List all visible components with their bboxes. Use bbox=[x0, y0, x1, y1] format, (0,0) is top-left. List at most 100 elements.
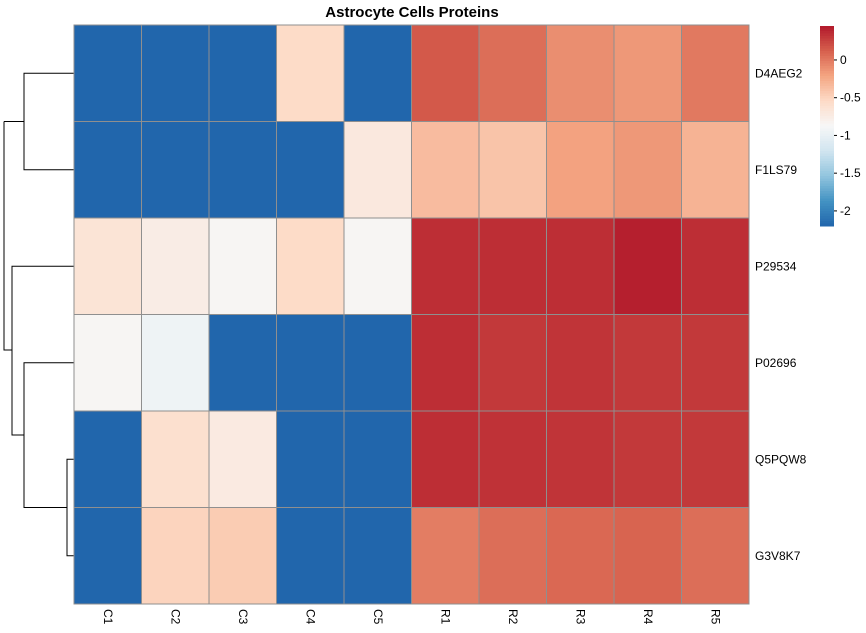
legend-swatch bbox=[820, 93, 834, 97]
legend-swatch bbox=[820, 81, 834, 84]
column-labels: C1 C2 C3 C4 C5 R1 R2 R3 R4 R5 bbox=[101, 609, 723, 625]
legend-tick-label: -1.5 bbox=[840, 166, 861, 180]
legend-swatch bbox=[820, 176, 834, 179]
heatmap-cell bbox=[141, 507, 210, 605]
heatmap-cell bbox=[276, 121, 345, 219]
heatmap-cell bbox=[478, 121, 547, 219]
heatmap-cell bbox=[343, 121, 412, 219]
heatmap-cell bbox=[276, 314, 345, 412]
heatmap-cell bbox=[411, 507, 480, 605]
legend-swatch bbox=[820, 183, 834, 187]
legend-swatch bbox=[820, 126, 834, 129]
heatmap-cell bbox=[276, 507, 345, 605]
column-label: C2 bbox=[168, 609, 182, 625]
heatmap-cell bbox=[208, 410, 277, 508]
legend-swatch bbox=[820, 213, 834, 217]
legend-swatch bbox=[820, 148, 834, 152]
legend-swatch bbox=[820, 203, 834, 207]
legend-swatch bbox=[820, 201, 834, 204]
legend-swatch bbox=[820, 66, 834, 69]
legend-swatch bbox=[820, 91, 834, 94]
heatmap-cell bbox=[681, 217, 750, 315]
heatmap-cell bbox=[478, 314, 547, 412]
legend-swatch bbox=[820, 111, 834, 114]
heatmap-cell bbox=[411, 314, 480, 412]
legend-swatch bbox=[820, 138, 834, 142]
heatmap-cell bbox=[613, 217, 682, 315]
heatmap-cell bbox=[681, 507, 750, 605]
heatmap-cell bbox=[208, 314, 277, 412]
heatmap-cell bbox=[411, 121, 480, 219]
legend-swatch bbox=[820, 218, 834, 222]
legend-swatch bbox=[820, 53, 834, 57]
heatmap-cell bbox=[276, 24, 345, 122]
legend-swatch bbox=[820, 161, 834, 164]
legend-swatch bbox=[820, 223, 834, 227]
heatmap-cell bbox=[141, 217, 210, 315]
legend-tick-label: -1 bbox=[840, 128, 851, 142]
legend-swatch bbox=[820, 26, 834, 29]
legend-swatch bbox=[820, 73, 834, 77]
heatmap-cell bbox=[208, 507, 277, 605]
column-label: C5 bbox=[371, 609, 385, 625]
legend-swatch bbox=[820, 118, 834, 122]
heatmap-cell bbox=[613, 410, 682, 508]
heatmap-cell bbox=[681, 121, 750, 219]
legend-swatch bbox=[820, 108, 834, 112]
heatmap-cell bbox=[546, 217, 615, 315]
legend-swatch bbox=[820, 136, 834, 139]
legend-swatch bbox=[820, 151, 834, 154]
legend-swatch bbox=[820, 196, 834, 199]
legend-swatch bbox=[820, 211, 834, 214]
heatmap-cell bbox=[343, 507, 412, 605]
column-label: C1 bbox=[101, 609, 115, 625]
row-dendrogram bbox=[3, 72, 74, 557]
column-label: C4 bbox=[303, 609, 317, 625]
legend-swatch bbox=[820, 98, 834, 102]
dendrogram-branch bbox=[11, 265, 74, 436]
legend-swatch bbox=[820, 206, 834, 209]
legend-swatch bbox=[820, 143, 834, 147]
heatmap-cell bbox=[546, 507, 615, 605]
legend-swatch bbox=[820, 63, 834, 67]
heatmap-cell bbox=[208, 24, 277, 122]
heatmap-cell bbox=[411, 410, 480, 508]
heatmap-cell bbox=[411, 217, 480, 315]
dendrogram-branch bbox=[3, 121, 12, 351]
legend-tick-label: -0.5 bbox=[840, 91, 861, 105]
dendrogram-branch bbox=[23, 72, 74, 171]
legend-swatch bbox=[820, 156, 834, 159]
heatmap-cell bbox=[208, 121, 277, 219]
heatmap-cell bbox=[73, 410, 142, 508]
legend-swatch bbox=[820, 178, 834, 182]
legend-swatch bbox=[820, 78, 834, 82]
legend-swatch bbox=[820, 141, 834, 144]
heatmap-cell bbox=[276, 217, 345, 315]
legend-swatch bbox=[820, 43, 834, 47]
heatmap-cell bbox=[141, 410, 210, 508]
heatmap-cell bbox=[613, 121, 682, 219]
legend-tick-label: -2 bbox=[840, 204, 851, 218]
legend-swatch bbox=[820, 128, 834, 132]
legend-swatch bbox=[820, 168, 834, 172]
legend-swatch bbox=[820, 121, 834, 124]
legend-swatch bbox=[820, 58, 834, 62]
legend-swatch bbox=[820, 51, 834, 54]
legend-swatch bbox=[820, 86, 834, 89]
heatmap-cell bbox=[546, 410, 615, 508]
heatmap-cell bbox=[546, 314, 615, 412]
color-legend: 0 -0.5 -1 -1.5 -2 bbox=[820, 26, 861, 227]
legend-swatch bbox=[820, 181, 834, 184]
legend-swatch bbox=[820, 41, 834, 44]
chart-title: Astrocyte Cells Proteins bbox=[325, 4, 498, 21]
heatmap-cell bbox=[343, 24, 412, 122]
legend-swatch bbox=[820, 113, 834, 117]
heatmap-cell bbox=[73, 507, 142, 605]
heatmap-cell bbox=[73, 24, 142, 122]
heatmap-cell bbox=[343, 314, 412, 412]
legend-swatch bbox=[820, 116, 834, 119]
column-label: R3 bbox=[573, 609, 587, 625]
row-label: Q5PQW8 bbox=[755, 452, 807, 466]
legend-swatch bbox=[820, 38, 834, 42]
heatmap-cell bbox=[141, 121, 210, 219]
